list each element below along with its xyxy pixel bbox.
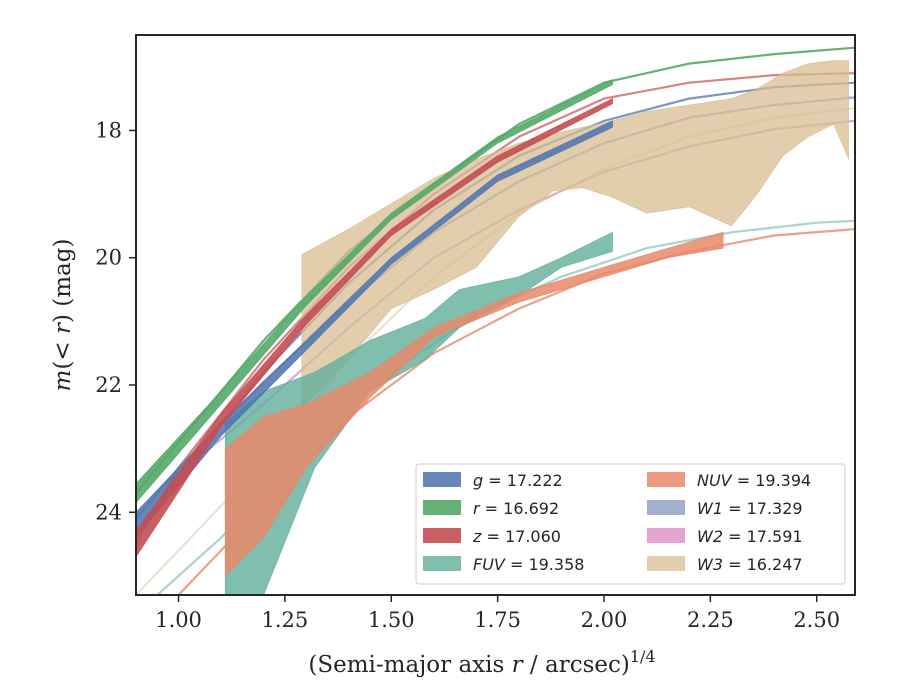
x-axis-ticks: 1.00 1.25 1.50 1.75 2.00 2.25 2.50 — [155, 595, 840, 632]
legend: g = 17.222 r = 16.692 z = 17.060 FUV = 19.3… — [415, 463, 846, 585]
y-axis-label-lt: < — [50, 341, 76, 360]
legend-swatch-nuv — [647, 472, 685, 487]
legend-label-w1: W1 = 17.329 — [697, 499, 803, 518]
legend-items: g = 17.222 r = 16.692 z = 17.060 FUV = 19.3… — [423, 471, 811, 574]
y-tick-label: 24 — [95, 500, 122, 524]
legend-label-g: g = 17.222 — [473, 471, 563, 490]
legend-swatch-w1 — [647, 500, 685, 515]
y-axis-label-r: r — [50, 321, 76, 334]
band-r — [136, 78, 613, 504]
y-axis-label-close: ) — [50, 314, 76, 323]
x-axis-label: (Semi-major axis r / arcsec)1/4 — [308, 647, 655, 678]
legend-label-r: r = 16.692 — [473, 499, 559, 518]
legend-swatch-r — [423, 500, 461, 515]
legend-swatch-w2 — [647, 528, 685, 543]
band-nuv — [224, 231, 724, 577]
x-tick-label: 2.50 — [793, 608, 840, 632]
y-axis-label-space — [50, 334, 76, 341]
legend-label-w3: W3 = 16.247 — [697, 555, 803, 574]
y-axis-ticks: 18 20 22 24 — [95, 118, 136, 524]
x-tick-label: 1.00 — [155, 608, 202, 632]
x-axis-label-exponent: 1/4 — [630, 647, 656, 666]
y-axis-label-unit: (mag) — [50, 239, 76, 315]
legend-swatch-fuv — [423, 556, 461, 571]
legend-swatch-g — [423, 472, 461, 487]
x-tick-label: 2.25 — [687, 608, 734, 632]
y-axis-label-m: m — [50, 370, 76, 392]
x-axis-label-post: / arcsec) — [523, 652, 630, 678]
x-axis-label-pre: (Semi-major axis — [308, 652, 511, 678]
band-g — [136, 120, 613, 539]
band-z — [136, 97, 613, 558]
y-tick-label: 22 — [95, 373, 122, 397]
legend-label-fuv: FUV = 19.358 — [473, 555, 584, 574]
legend-swatch-w3 — [647, 556, 685, 571]
legend-label-z: z = 17.060 — [472, 527, 561, 546]
plot-frame — [135, 34, 856, 596]
legend-label-w2: W2 = 17.591 — [697, 527, 803, 546]
x-tick-label: 1.25 — [262, 608, 309, 632]
y-tick-label: 20 — [95, 246, 122, 270]
legend-frame — [415, 463, 846, 585]
x-axis-label-var: r — [512, 652, 525, 678]
y-axis-label: m(< r) (mag) — [50, 239, 76, 392]
profile-bands — [136, 60, 849, 595]
y-axis-label-open: ( — [50, 361, 76, 370]
y-tick-label: 18 — [95, 118, 122, 142]
x-tick-label: 2.00 — [581, 608, 628, 632]
legend-label-nuv: NUV = 19.394 — [697, 471, 811, 490]
x-tick-label: 1.50 — [368, 608, 415, 632]
legend-swatch-z — [423, 528, 461, 543]
x-tick-label: 1.75 — [474, 608, 521, 632]
